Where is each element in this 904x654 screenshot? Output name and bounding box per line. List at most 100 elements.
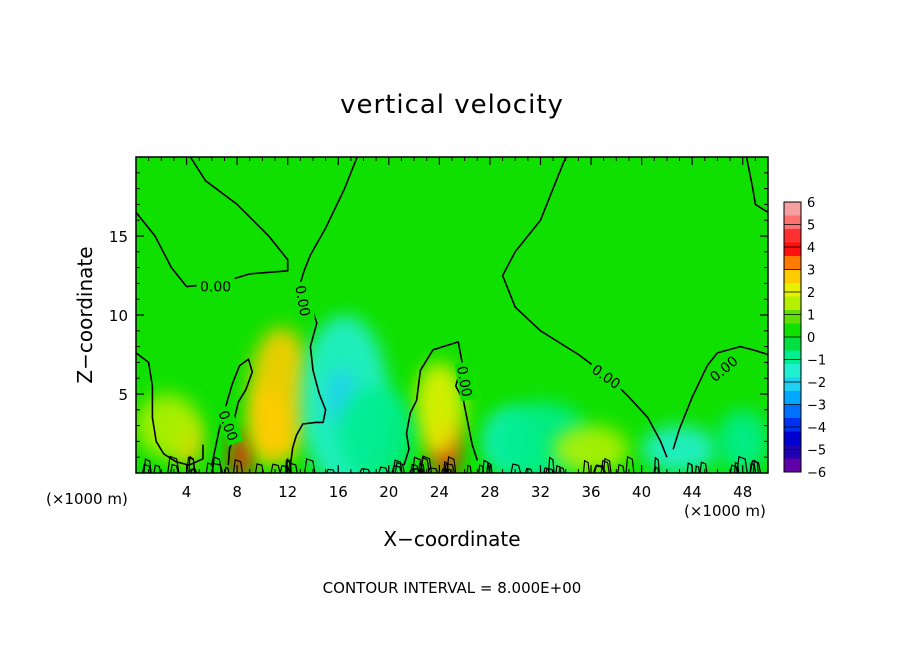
colorbar-label: −1 [807,354,826,369]
contour-line-8 [403,341,479,466]
colorbar-label: −5 [807,444,826,459]
surface-contour-67 [466,464,472,473]
colorbar-swatch [784,377,801,392]
surface-contour-55 [446,456,457,473]
y-tick-label: 5 [118,386,128,404]
colorbar-swatch [784,391,801,405]
surface-contour-4 [545,468,554,473]
surface-contour-58 [625,455,635,473]
colorbar-swatch [784,229,801,243]
surface-contour-11 [749,462,757,473]
surface-contour-66 [558,466,565,473]
colorbar-swatch [784,364,801,378]
x-ticks: 4 8 12 16 20 24 28 32 36 40 44 48 [148,157,756,501]
field-blob-13 [136,394,200,458]
surface-contour-60 [408,468,422,473]
colorbar-label: 3 [807,264,815,279]
surface-contour-68 [733,461,740,473]
x-tick-label: 48 [733,483,752,501]
colorbar-swatch [784,323,801,338]
surface-contour-34 [694,465,701,473]
x-tick-label: 44 [683,483,702,501]
y-ticks: 5 10 15 [109,172,768,458]
contour-label-text: 0.00 [453,365,474,398]
contour-line-4 [672,345,768,450]
colorbar-label: 6 [807,196,815,211]
colorbar-label: −3 [807,399,826,414]
surface-contour-10 [555,465,562,473]
colorbar-swatch [784,202,801,216]
colorbar-label: 4 [807,241,815,256]
surface-contour-49 [359,468,371,473]
colorbar-swatch [784,256,801,270]
x-tick-label: 8 [232,483,242,501]
field-blob-11 [641,425,718,473]
colorbar-label: −6 [807,466,826,481]
colorbar-swatch [784,418,801,432]
velocity-field [136,315,768,473]
surface-contour-35 [232,458,244,473]
surface-contour-19 [392,459,403,473]
contour-line-2 [501,157,668,458]
surface-contour-40 [444,468,452,473]
colorbar-swatch [784,458,801,473]
contour-labels: 0.00 0.000.000.00 0.00 0.00 [196,277,743,446]
surface-contour-57 [394,462,405,473]
surface-contour-61 [482,459,490,473]
surface-contour-28 [270,463,281,473]
contour-label-0: 0.00 [196,277,235,296]
colorbar-swatch [784,337,801,351]
contour-line-0 [136,157,289,288]
colorbar-label: 2 [807,286,815,301]
colorbar-swatch [784,283,801,297]
x-tick-label: 28 [480,483,499,501]
colorbar-label: −4 [807,421,826,436]
colorbar-swatch [784,269,801,284]
colorbar-swatch [784,404,801,419]
colorbar-label: 5 [807,219,815,234]
surface-contour-7 [167,455,180,473]
surface-contour-13 [617,464,625,473]
surface-contour-51 [325,468,336,473]
x-tick-label: 40 [632,483,651,501]
contour-label-3: 0.00 [453,361,477,402]
x-tick-label: 32 [531,483,550,501]
x-tick-label: 4 [182,483,192,501]
colorbar-label: 1 [807,309,815,324]
field-blob-12 [717,409,768,473]
surface-contour-21 [443,462,456,473]
contour-label-text: 0.00 [291,284,312,317]
x-tick-label: 24 [430,483,449,501]
x-axis-unit-left: (×1000 m) [46,490,128,508]
contour-line-3 [745,157,768,213]
field-blob-2 [249,386,288,466]
contour-label-text: 0.00 [200,280,231,296]
surface-contour-16 [510,463,522,473]
colorbar-swatch [784,431,801,446]
y-axis-label: Z−coordinate [73,246,97,383]
surface-contour-39 [653,456,660,473]
y-tick-label: 10 [109,307,128,325]
x-tick-label: 16 [329,483,348,501]
surface-contour-62 [602,457,612,473]
x-tick-label: 20 [379,483,398,501]
x-axis-unit-right: (×1000 m) [684,502,766,520]
surface-contour-53 [699,461,708,473]
surface-contour-43 [224,466,230,473]
surface-contour-48 [582,459,590,473]
surface-contour-27 [153,464,162,473]
surface-contour-6 [486,461,493,473]
colorbar-swatch [784,296,801,311]
field-blob-5 [414,362,465,458]
x-tick-label: 36 [581,483,600,501]
colorbar: 6 5 4 3 2 1 0 −1 −2 −3 −4 −5 −6 [783,196,826,481]
colorbar-label: −2 [807,376,826,391]
surface-contour-56 [420,455,433,473]
surface-contour-54 [211,456,222,473]
colorbar-swatch [784,215,801,230]
x-axis-label: X−coordinate [383,527,520,551]
colorbar-swatch [784,310,801,324]
chart-title: vertical velocity [340,90,564,120]
